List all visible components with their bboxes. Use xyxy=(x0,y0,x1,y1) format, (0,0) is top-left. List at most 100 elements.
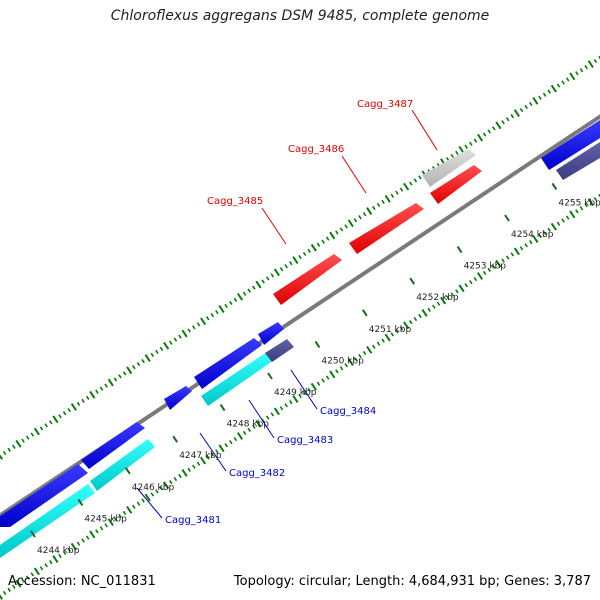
gc-tick xyxy=(362,212,367,217)
gc-tick xyxy=(464,144,468,149)
gc-tick xyxy=(436,301,441,306)
kbp-tick-mark xyxy=(456,246,463,254)
gc-tick xyxy=(255,280,262,289)
gc-tick xyxy=(15,439,22,448)
gc-tick xyxy=(44,423,48,428)
gc-tick xyxy=(95,529,99,534)
gc-tick xyxy=(49,560,53,565)
gc-tick xyxy=(347,358,354,367)
gc-content-outer-track xyxy=(0,55,600,460)
gc-tick xyxy=(99,526,104,531)
gc-tick xyxy=(89,390,96,399)
cds-blue-4[interactable] xyxy=(194,338,262,389)
red-leader-lines xyxy=(261,109,438,245)
kbp-tick-mark xyxy=(30,530,36,538)
gc-tick xyxy=(569,72,576,81)
gc-tick xyxy=(542,230,547,236)
cds-blue-5[interactable] xyxy=(258,322,284,345)
gc-tick xyxy=(192,325,196,330)
gene-cagg-3487[interactable] xyxy=(430,165,482,204)
cds-cyan-3[interactable] xyxy=(201,352,274,406)
gc-tick xyxy=(409,320,413,325)
gc-tick xyxy=(196,461,201,466)
cds-slate-1[interactable] xyxy=(265,339,294,362)
gc-tick xyxy=(366,207,373,215)
gc-tick xyxy=(104,383,108,388)
kbp-tick-mark xyxy=(77,498,84,506)
gene-label-cagg-3482[interactable]: Cagg_3482 xyxy=(229,468,285,479)
gc-tick xyxy=(136,501,141,506)
gc-tick xyxy=(15,579,22,588)
gc-tick xyxy=(321,239,325,244)
gc-tick xyxy=(307,387,311,392)
gene-label-cagg-3484[interactable]: Cagg_3484 xyxy=(320,406,376,417)
gc-tick xyxy=(579,68,584,73)
gene-label-cagg-3485[interactable]: Cagg_3485 xyxy=(207,196,263,207)
gc-tick xyxy=(215,309,219,315)
gc-tick xyxy=(163,341,170,350)
cds-cyan-2[interactable] xyxy=(90,439,155,491)
gc-tick xyxy=(501,258,505,263)
gc-tick xyxy=(173,337,178,342)
gc-tick xyxy=(302,390,307,396)
gc-tick xyxy=(413,316,418,322)
gc-tick xyxy=(532,96,539,105)
gc-tick xyxy=(329,370,336,379)
cds-blue-3[interactable] xyxy=(164,386,192,410)
gc-tick xyxy=(289,261,293,266)
gc-tick xyxy=(593,196,598,202)
gc-tick xyxy=(187,328,191,333)
gc-tick xyxy=(487,267,491,272)
gc-tick xyxy=(532,235,539,243)
gc-tick xyxy=(122,510,127,516)
gc-tick xyxy=(298,254,302,260)
gc-tick xyxy=(556,221,561,226)
gc-tick xyxy=(455,150,459,156)
cds-slate-2[interactable] xyxy=(556,142,600,180)
gc-tick xyxy=(265,415,270,420)
cds-blue-6[interactable] xyxy=(541,120,600,170)
gc-tick xyxy=(12,444,16,449)
gc-tick xyxy=(538,95,542,100)
gc-tick xyxy=(132,365,136,370)
gc-tick xyxy=(155,489,159,494)
gc-tick xyxy=(85,395,90,400)
gc-tick xyxy=(33,567,40,576)
gc-tick xyxy=(413,178,418,183)
cds-blue-2[interactable] xyxy=(81,422,145,469)
kbp-tick-mark xyxy=(219,404,226,412)
gc-tick xyxy=(565,77,570,82)
cds-blue-1[interactable] xyxy=(0,464,88,527)
gc-tick xyxy=(403,182,410,191)
gc-tick xyxy=(384,333,391,342)
kbp-tick-mark xyxy=(267,372,273,380)
gene-label-cagg-3486[interactable]: Cagg_3486 xyxy=(288,144,344,155)
gene-label-cagg-3483[interactable]: Cagg_3483 xyxy=(277,435,333,446)
gene-cagg-3486[interactable] xyxy=(349,203,424,254)
kbp-tick-label: 4250 kbp xyxy=(321,356,364,366)
gc-tick xyxy=(399,187,404,192)
gc-tick xyxy=(505,117,510,122)
gc-tick xyxy=(390,193,395,198)
blue-leader-lines xyxy=(136,369,318,519)
gene-label-cagg-3481[interactable]: Cagg_3481 xyxy=(165,515,221,526)
gc-tick xyxy=(505,255,510,260)
gc-tick xyxy=(513,247,520,256)
gene-label-cagg-3487[interactable]: Cagg_3487 xyxy=(357,99,413,110)
gc-tick xyxy=(353,218,358,223)
gc-tick xyxy=(270,412,275,417)
kbp-tick-label: 4247 kbp xyxy=(179,451,222,461)
gc-tick xyxy=(7,587,11,592)
gene-cagg-3485[interactable] xyxy=(273,254,342,305)
gc-tick xyxy=(126,366,133,375)
cds-cyan-1[interactable] xyxy=(0,484,95,558)
gc-tick xyxy=(265,276,270,281)
gc-tick xyxy=(242,430,247,436)
gene-cagg-3487-gray[interactable] xyxy=(422,149,476,187)
gc-tick xyxy=(181,329,188,338)
gc-tick xyxy=(321,378,325,383)
gc-tick xyxy=(99,386,104,391)
gc-tick xyxy=(200,317,207,326)
gc-tick xyxy=(247,288,251,293)
gc-tick xyxy=(67,407,71,413)
